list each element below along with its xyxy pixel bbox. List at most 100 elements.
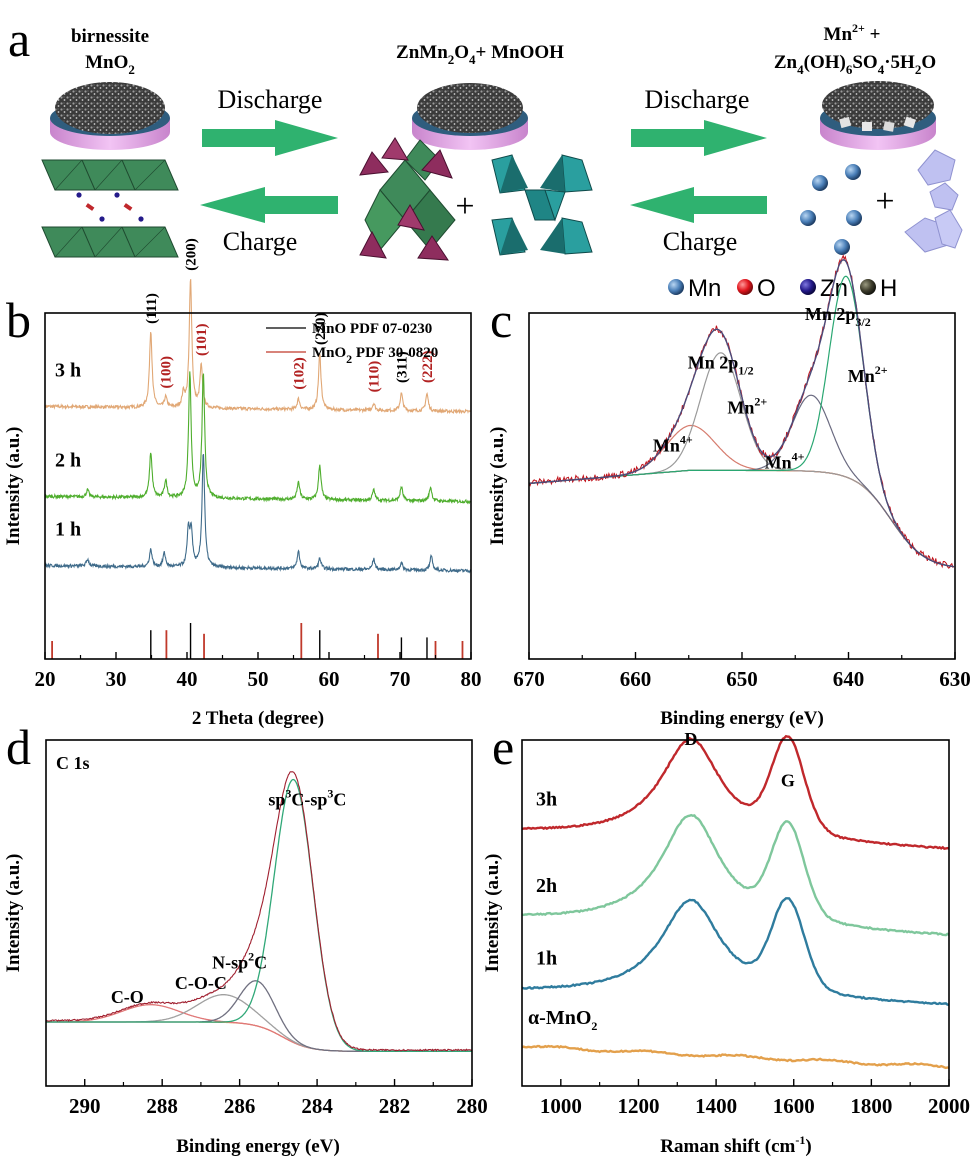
xrd-series-1h [44,453,472,574]
discharge-arrow-2-icon [631,120,767,156]
panel-e-x-axis: 1000 1200 1400 1600 1800 2000 [540,1079,970,1118]
raman-series-3h [521,734,950,850]
xrd-series-2h [44,371,472,505]
raman-band-label: D [684,729,697,749]
hkl-label: (110) [367,361,383,393]
panel-e-letter: e [492,719,514,775]
panel-c-y-axis-title: Intensity (a.u.) [487,427,508,546]
stage1-title-line2: MnO2 [85,52,135,77]
panel-b-x-axis: 20 30 40 50 60 70 80 [35,652,482,691]
stage3-title-line1: Mn2+ + [824,21,881,45]
hkl-label: (222) [420,351,436,384]
charge-arrow-2-icon [630,187,767,223]
atom-legend-label: O [757,275,776,302]
hkl-label: (100) [159,356,175,389]
xrd-series-label: 1 h [55,519,81,541]
panel-b-tick-label: 70 [390,667,411,691]
panel-d-x-axis-title: Binding energy (eV) [176,1136,340,1157]
panel-c-tick-label: 640 [833,667,865,691]
hkl-label: (220) [313,312,329,345]
hkl-label: (101) [194,323,210,356]
peak-annotation: sp3C-sp3C [268,787,346,810]
xps-component-peak [528,275,954,568]
panel-c-letter: c [490,292,512,348]
panel-e-tick-label: 1600 [773,1094,815,1118]
panel-e-plot-area: 3h 2h 1h α-MnO2 D G [521,729,950,1070]
raman-series-2h [521,813,950,937]
panel-e-frame [521,739,950,1087]
panel-b-tick-label: 60 [319,667,340,691]
znmn2o4-spinel-structure-icon [359,137,456,261]
panel-c-tick-label: 660 [620,667,652,691]
panel-b-legend: MnO PDF 07-0230 MnO2 PDF 30-0820 [266,321,438,366]
panel-b-tick-label: 20 [35,667,56,691]
xrd-series-label: 3 h [55,359,81,381]
plus-sign-1: + [455,188,474,225]
hkl-label: (311) [394,351,410,383]
hkl-label: (102) [291,357,307,390]
atom-mn-icon [668,279,684,295]
panel-b-tick-label: 80 [461,667,482,691]
discharge-arrow-1-icon [202,120,338,156]
panel-c-x-axis: 670 660 650 640 630 [513,652,971,691]
panel-e-tick-label: 1200 [617,1094,659,1118]
panel-d-tick-label: 286 [224,1094,256,1118]
raman-band-label: G [781,771,795,791]
panel-c-tick-label: 630 [939,667,971,691]
peak-annotation: Mn2+ [848,363,888,386]
panel-e-tick-label: 2000 [928,1094,970,1118]
panel-d-x-axis: 290 288 286 284 282 280 [69,1079,488,1118]
panel-d-tick-label: 280 [456,1094,488,1118]
peak-annotation: Mn 2p1/2 [688,352,754,377]
xrd-series-label: 2 h [55,449,81,471]
atom-legend-label: Zn [820,275,848,302]
panel-b-y-axis-title: Intensity (a.u.) [3,427,24,546]
panel-c-x-axis-title: Binding energy (eV) [660,708,824,729]
atom-legend: Mn O Zn H [668,275,897,302]
electrode-discharged-icon [412,83,528,150]
panel-e-tick-label: 1800 [850,1094,892,1118]
plus-sign-2: + [875,183,894,220]
discharge-label-2: Discharge [645,85,750,114]
atom-zn-icon [800,279,816,295]
panel-d-tick-label: 282 [379,1094,411,1118]
panel-e-x-axis-title: Raman shift (cm-1) [660,1133,811,1157]
hkl-label: (200) [184,238,200,271]
electrode-birnessite-icon [50,82,170,150]
panel-e-tick-label: 1000 [540,1094,582,1118]
electrode-fully-discharged-icon [820,81,936,150]
panel-d-corner-label: C 1s [56,753,90,773]
panel-d-y-axis-title: Intensity (a.u.) [3,854,24,973]
raman-series-label: α-MnO2 [528,1007,597,1033]
panel-b-letter: b [6,292,31,348]
peak-annotation: Mn4+ [765,450,805,473]
panel-b-tick-label: 30 [106,667,127,691]
raman-series-label: 1h [536,948,557,970]
panel-c-tick-label: 670 [513,667,545,691]
discharge-label-1: Discharge [218,85,323,114]
panel-b-x-axis-title: 2 Theta (degree) [192,708,324,729]
peak-annotation: Mn4+ [653,432,693,455]
xps-component-peak [528,352,954,568]
peak-annotation: C-O-C [175,973,227,993]
raman-series-label: 3h [536,788,557,810]
atom-h-icon [860,279,876,295]
panel-a-schematic: a birnessite MnO2 Discharge [8,11,963,302]
charge-label-2: Charge [663,227,738,256]
xps-raw-data [45,771,473,1052]
legend-entry-label: MnO2 PDF 30-0820 [312,345,438,366]
raman-series-MnO [521,1044,950,1070]
panel-e-tick-label: 1400 [695,1094,737,1118]
panel-e-y-axis-title: Intensity (a.u.) [482,854,503,973]
xps-fit-envelope [528,259,954,568]
atom-legend-label: H [880,275,897,302]
mnooh-structure-icon [491,154,593,256]
panel-b-tick-label: 50 [248,667,269,691]
stage2-title: ZnMn2O4+ MnOOH [396,42,564,67]
panel-b-tick-label: 40 [177,667,198,691]
legend-entry-label: MnO PDF 07-0230 [312,321,432,337]
panel-c-mn2p-xps-chart: c Mn 2p3/2 Mn 2p1/2 Mn2+ Mn2+ Mn4+ Mn4+ 670 66… [487,254,971,729]
xps-component-peak [46,778,472,1053]
panel-d-frame [45,739,473,1087]
